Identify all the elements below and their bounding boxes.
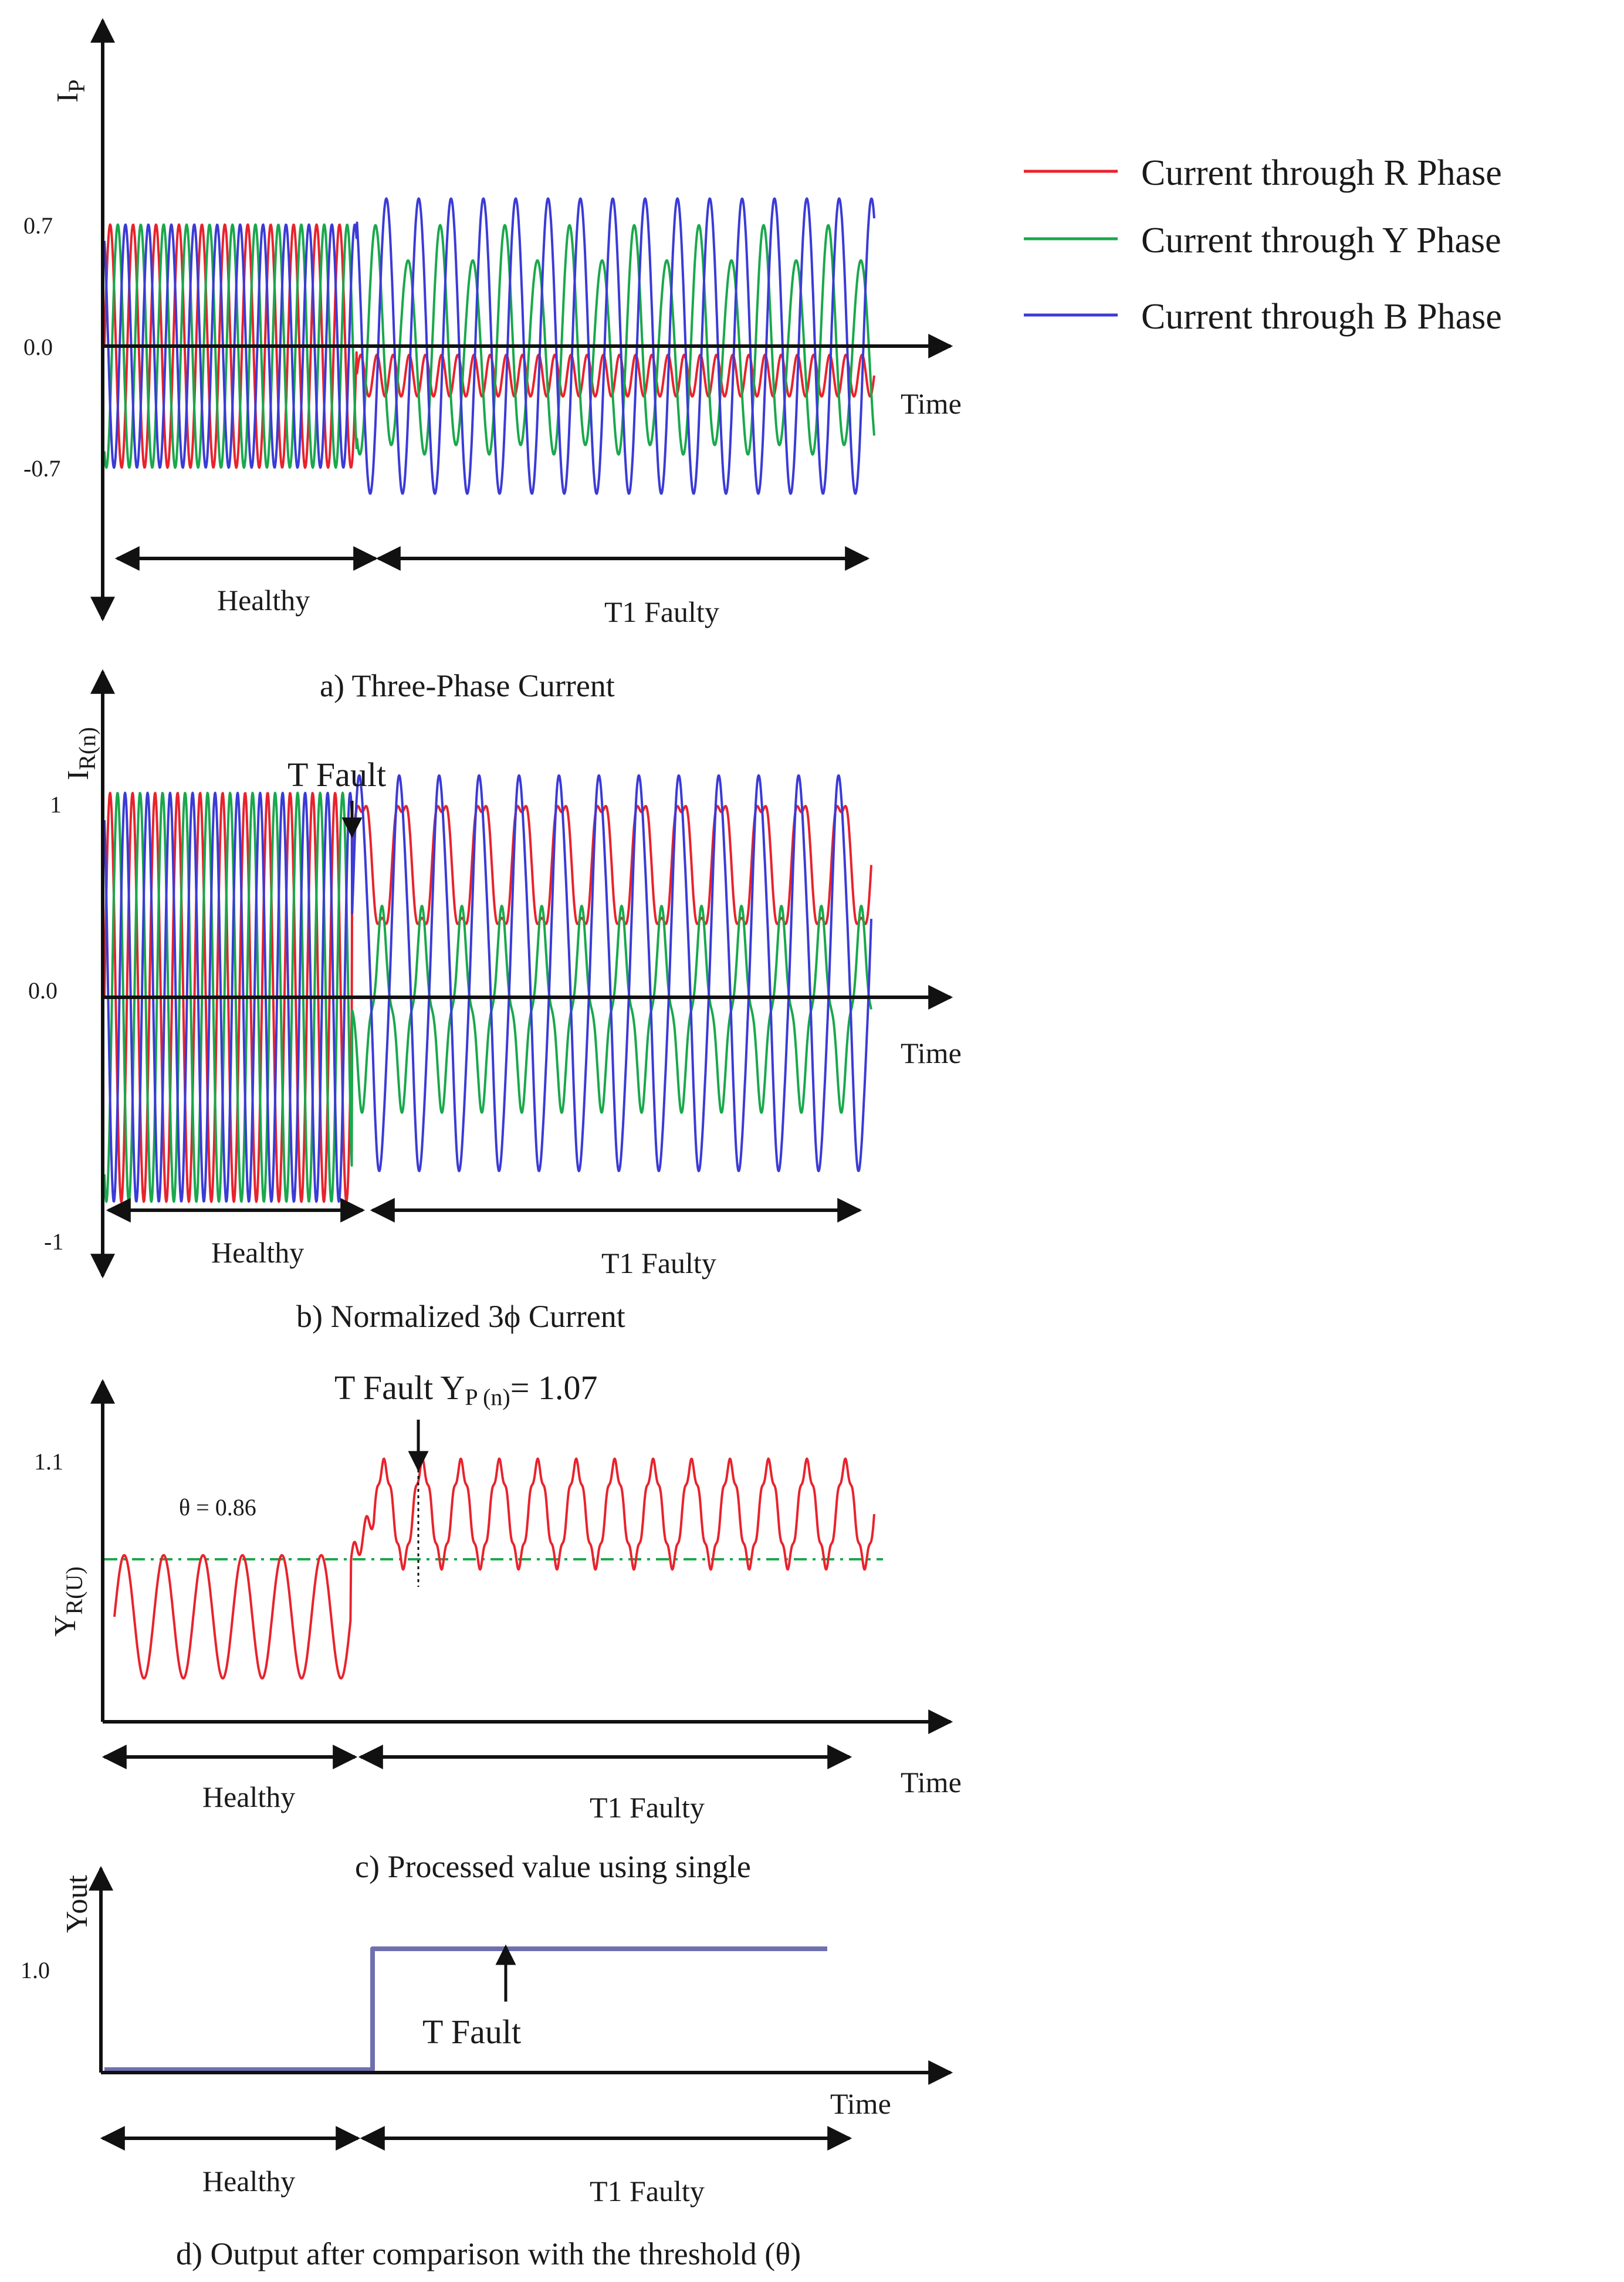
chart-c: YR(U) 1.1 θ = 0.86 T Fault YP (n)= 1.07 … [34,1369,962,1884]
chart-b-xlabel: Time [901,1037,962,1069]
chart-a-faulty-label: T1 Faulty [604,595,719,628]
chart-c-faulty-label: T1 Faulty [590,1791,705,1824]
chart-c-healthy-label: Healthy [202,1780,295,1813]
chart-b-series [103,774,872,1203]
chart-b-ylabel: IR(n) [62,727,100,780]
chart-a-xlabel: Time [901,387,962,420]
legend-label-y: Current through Y Phase [1141,221,1501,260]
chart-a-ytick-2: -0.7 [23,455,60,482]
chart-d-caption: d) Output after comparison with the thre… [176,2236,801,2271]
chart-c-ytick-0: 1.1 [34,1448,63,1475]
chart-a-series-b [103,197,875,495]
chart-b-ytick-0: 1 [50,791,62,818]
chart-a-ytick-1: 0.0 [23,334,53,360]
chart-b-series-b [103,774,872,1203]
chart-d-ytick-0: 1.0 [21,1957,50,1983]
chart-a-series-y [103,223,875,469]
legend-label-b: Current through B Phase [1141,297,1502,337]
chart-b-faulty-label: T1 Faulty [601,1247,716,1279]
chart-d: Yout 1.0 T Fault Time Healthy T1 Faulty … [21,1865,953,2271]
chart-c-xlabel: Time [901,1766,962,1799]
chart-a-ytick-0: 0.7 [23,212,53,239]
chart-a: IP 0.7 0.0 -0.7 Time Healthy T1 Faulty a… [23,18,962,703]
chart-d-series [104,1946,827,2072]
chart-d-xlabel: Time [830,2087,891,2120]
legend: Current through R Phase Current through … [1024,153,1502,337]
chart-c-series [113,1457,875,1680]
legend-label-r: Current through R Phase [1141,153,1502,193]
chart-d-fault-annotation: T Fault [422,2013,521,2051]
chart-b: IR(n) 1 0.0 -1 Time T Fault Healthy T1 F… [28,669,962,1334]
chart-b-healthy-label: Healthy [211,1236,304,1269]
chart-a-ylabel: IP [51,79,90,103]
chart-d-faulty-label: T1 Faulty [590,2175,705,2207]
chart-c-fault-annotation: T Fault YP (n)= 1.07 [334,1369,597,1410]
chart-d-series-output [104,1946,827,2072]
chart-b-series-y [103,791,872,1203]
chart-b-ytick-1: 0.0 [28,977,57,1004]
chart-a-healthy-label: Healthy [217,584,310,617]
chart-b-caption: b) Normalized 3ϕ Current [296,1299,625,1334]
chart-d-ylabel: Yout [60,1875,94,1933]
chart-c-caption: c) Processed value using single [355,1849,751,1884]
chart-b-fault-annotation: T Fault [287,756,386,794]
chart-c-threshold-label: θ = 0.86 [179,1494,256,1521]
chart-a-caption: a) Three-Phase Current [320,668,615,703]
chart-c-series-processed [113,1457,875,1680]
chart-a-series [103,197,875,495]
chart-d-healthy-label: Healthy [202,2165,295,2198]
chart-b-ytick-2: -1 [44,1228,63,1255]
chart-c-ylabel: YR(U) [49,1566,87,1637]
